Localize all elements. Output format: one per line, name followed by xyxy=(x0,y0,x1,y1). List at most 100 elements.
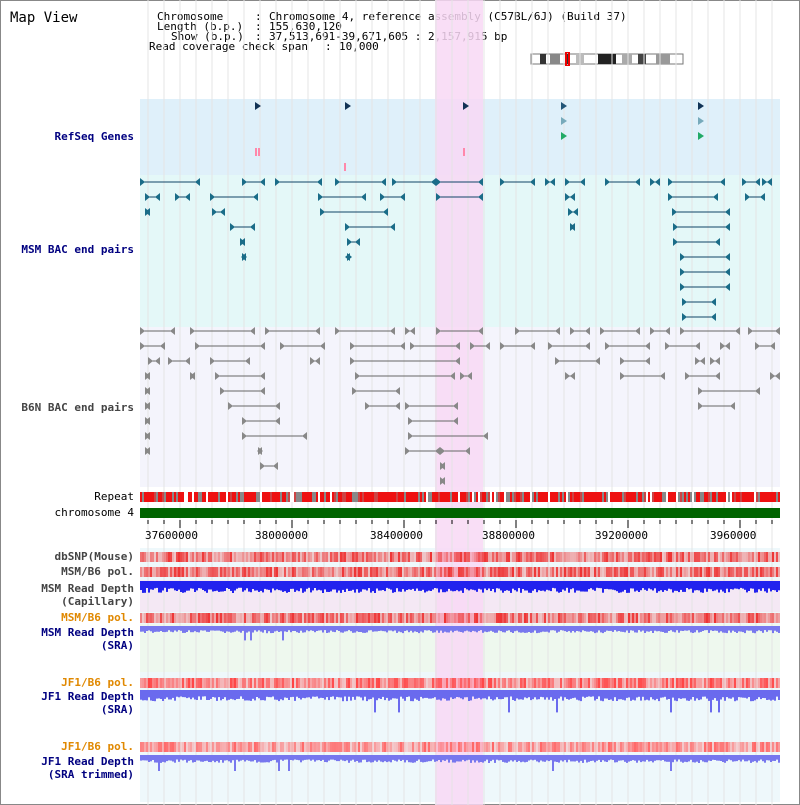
jf1-sra-depth-bar xyxy=(758,690,760,698)
jf1-b6-pol-strip-2 xyxy=(732,742,734,752)
jf1-b6-pol-strip-2 xyxy=(448,742,450,752)
msm-sra-depth-bar xyxy=(282,626,284,641)
jf1-b6-pol-strip xyxy=(168,678,170,688)
jf1-sra-depth-bar xyxy=(174,690,176,701)
jf1-b6-pol-strip-2 xyxy=(378,742,380,752)
b6n-bac-end xyxy=(470,342,475,350)
msm-b6-pol-strip-2 xyxy=(634,613,636,623)
msm-sra-depth-bar xyxy=(434,626,436,633)
jf1-trimmed-depth-bar xyxy=(344,755,346,762)
jf1-b6-pol-strip-2 xyxy=(336,742,338,752)
msm-sra-depth-bar xyxy=(542,626,544,632)
msm-bac-end xyxy=(317,178,322,186)
jf1-trimmed-depth-bar xyxy=(240,755,242,761)
jf1-b6-pol-strip-2 xyxy=(162,742,164,752)
jf1-trimmed-depth-bar xyxy=(242,755,244,760)
msm-capillary-depth-bar xyxy=(196,581,198,591)
msm-b6-pol-strip xyxy=(450,567,452,577)
jf1-trimmed-depth-bar xyxy=(184,755,186,760)
jf1-b6-pol-strip xyxy=(746,678,748,688)
msm-b6-pol-strip-2 xyxy=(214,613,216,623)
msm-b6-pol-strip-2 xyxy=(180,613,182,623)
msm-b6-pol-strip-2 xyxy=(538,613,540,623)
jf1-sra-depth-bar xyxy=(568,690,570,700)
dbsnp-strip xyxy=(576,552,578,562)
jf1-trimmed-depth-bar xyxy=(562,755,564,762)
jf1-b6-pol-strip xyxy=(516,678,518,688)
jf1-trimmed-depth-bar xyxy=(550,755,552,761)
jf1-b6-pol-strip xyxy=(356,678,358,688)
msm-sra-depth-bar xyxy=(474,626,476,632)
dbsnp-strip xyxy=(480,552,482,562)
jf1-b6-pol-strip-2 xyxy=(392,742,394,752)
jf1-b6-pol-strip xyxy=(192,678,194,688)
repeat-segment xyxy=(442,492,444,502)
msm-b6-pol-strip-2 xyxy=(660,613,662,623)
jf1-b6-pol-strip xyxy=(700,678,702,688)
refseq-gene-marker xyxy=(698,117,704,125)
jf1-b6-pol-strip-2 xyxy=(492,742,494,752)
jf1-b6-pol-strip-2 xyxy=(650,742,652,752)
jf1-b6-pol-strip xyxy=(542,678,544,688)
msm-sra-depth-bar xyxy=(518,626,520,633)
msm-sra-depth-bar xyxy=(152,626,154,633)
msm-sra-depth-bar xyxy=(318,626,320,631)
msm-b6-pol-strip-2 xyxy=(488,613,490,623)
dbsnp-strip xyxy=(448,552,450,562)
jf1-sra-depth-bar xyxy=(596,690,598,699)
b6n-bac-end xyxy=(145,402,150,410)
jf1-sra-depth-bar xyxy=(216,690,218,701)
jf1-trimmed-depth-bar xyxy=(332,755,334,760)
jf1-trimmed-depth-bar xyxy=(342,755,344,761)
repeat-segment xyxy=(244,492,246,502)
dbsnp-strip xyxy=(156,552,158,562)
jf1-sra-depth-bar xyxy=(724,690,726,701)
msm-capillary-depth-bar xyxy=(390,581,392,590)
jf1-b6-pol-strip-2 xyxy=(414,742,416,752)
msm-bac-end xyxy=(570,223,575,231)
msm-capillary-depth-bar xyxy=(750,581,752,589)
msm-capillary-depth-bar xyxy=(714,581,716,591)
msm-bac-end xyxy=(400,193,405,201)
jf1-trimmed-depth-bar xyxy=(278,755,280,771)
msm-b6-pol-strip-2 xyxy=(628,613,630,623)
msm-b6-pol-strip xyxy=(588,567,590,577)
jf1-trimmed-depth-bar xyxy=(610,755,612,760)
msm-b6-pol-strip xyxy=(442,567,444,577)
jf1-b6-pol-strip xyxy=(160,678,162,688)
jf1-trimmed-depth-bar xyxy=(470,755,472,763)
msm-sra-depth-bar xyxy=(638,626,640,631)
jf1-sra-depth-bar xyxy=(302,690,304,698)
dbsnp-strip xyxy=(630,552,632,562)
chromosome-bar xyxy=(140,508,780,518)
jf1-b6-pol-strip-2 xyxy=(208,742,210,752)
msm-sra-depth-bar xyxy=(230,626,232,633)
msm-b6-pol-strip xyxy=(380,567,382,577)
jf1-sra-depth-bar xyxy=(184,690,186,698)
b6n-bac-end xyxy=(770,342,775,350)
repeat-segment xyxy=(544,492,546,502)
msm-sra-depth-bar xyxy=(210,626,212,631)
jf1-trimmed-depth-bar xyxy=(474,755,476,763)
refseq-gene-marker xyxy=(561,132,567,140)
jf1-sra-depth-bar xyxy=(186,690,188,699)
msm-sra-depth-bar xyxy=(374,626,376,632)
track-label-msm-b6-pol-1: MSM/B6 pol. xyxy=(61,565,134,578)
msm-b6-pol-strip-2 xyxy=(694,613,696,623)
repeat-segment xyxy=(694,492,696,502)
msm-b6-pol-strip-2 xyxy=(142,613,144,623)
dbsnp-strip xyxy=(386,552,388,562)
jf1-sra-depth-bar xyxy=(190,690,192,700)
msm-b6-pol-strip-2 xyxy=(350,613,352,623)
msm-capillary-depth-bar xyxy=(704,581,706,589)
msm-b6-pol-strip-2 xyxy=(216,613,218,623)
msm-sra-depth-bar xyxy=(494,626,496,633)
jf1-trimmed-depth-bar xyxy=(538,755,540,763)
msm-capillary-depth-bar xyxy=(498,581,500,589)
msm-sra-depth-bar xyxy=(634,626,636,633)
jf1-trimmed-depth-bar xyxy=(484,755,486,762)
dbsnp-strip xyxy=(256,552,258,562)
jf1-b6-pol-strip-2 xyxy=(196,742,198,752)
repeat-segment xyxy=(608,492,610,502)
jf1-sra-depth-bar xyxy=(646,690,648,700)
